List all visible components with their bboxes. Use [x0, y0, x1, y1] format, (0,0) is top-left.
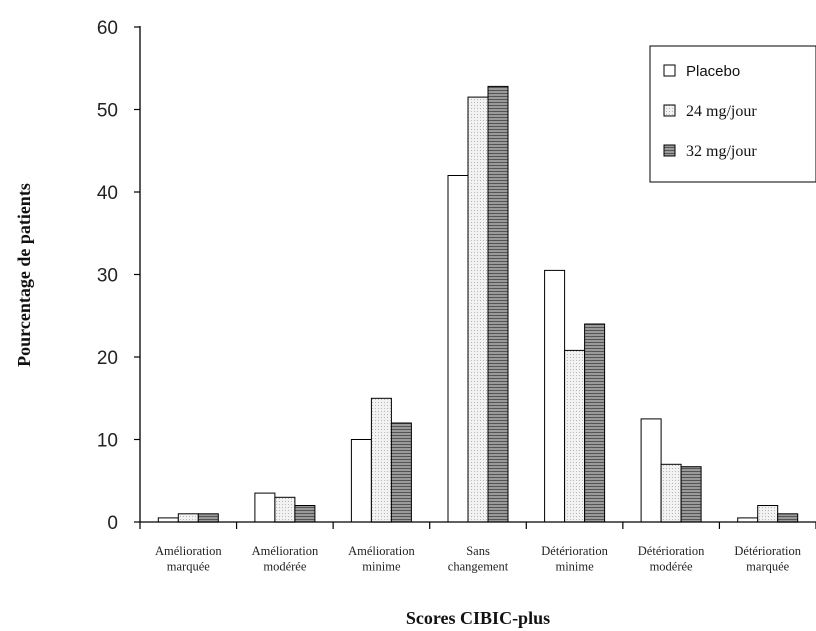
bar-3-6	[680, 466, 702, 523]
legend-swatch-3	[663, 144, 676, 157]
category-label: Amélioration modérée	[252, 544, 319, 574]
bar-3-5	[584, 323, 606, 523]
bar-2-5	[564, 349, 586, 523]
category-label: Sans changement	[448, 544, 509, 574]
bar-3-2	[294, 505, 316, 523]
bar-2-3	[370, 397, 392, 523]
y-tick-label: 0	[107, 513, 118, 534]
bar-3-4	[487, 85, 509, 523]
x-labels-group: Amélioration marquée Amélioration modérée Am…	[155, 544, 802, 574]
y-ticks-group: 0 10 20 30 40 50 60	[97, 18, 140, 534]
bar-2-4	[467, 96, 489, 523]
bars-group	[157, 85, 799, 523]
x-axis-title: Scores CIBIC-plus	[406, 608, 550, 628]
legend: Placebo 24 mg/jour 32 mg/jour	[649, 45, 816, 183]
bar-1-3	[350, 439, 372, 523]
legend-label-1: Placebo	[686, 63, 740, 80]
y-axis-title: Pourcentage de patients	[14, 183, 34, 367]
category-label: Détérioration modérée	[638, 544, 705, 574]
y-tick-label: 20	[97, 348, 118, 369]
y-tick-label: 60	[97, 18, 118, 39]
bar-1-6	[640, 418, 662, 523]
x-ticks-group	[139, 522, 816, 529]
y-tick-label: 50	[97, 101, 118, 122]
category-label: Amélioration minime	[348, 544, 415, 574]
category-label: Détérioration marquée	[734, 544, 801, 574]
category-label: Détérioration minime	[541, 544, 608, 574]
bar-1-4	[447, 175, 469, 523]
bar-2-2	[274, 496, 296, 523]
legend-label-3: 32 mg/jour	[686, 143, 757, 160]
bar-1-5	[544, 269, 566, 523]
bar-3-1	[197, 513, 219, 523]
category-label: Amélioration marquée	[155, 544, 222, 574]
bar-3-7	[777, 513, 799, 523]
bar-2-6	[660, 463, 682, 523]
legend-swatch-2	[663, 104, 676, 117]
bar-3-3	[390, 422, 412, 523]
legend-box	[649, 45, 816, 183]
y-tick-label: 40	[97, 183, 118, 204]
y-tick-label: 10	[97, 431, 118, 452]
legend-swatch-1	[663, 64, 676, 77]
bar-1-2	[254, 492, 276, 523]
bar-2-7	[757, 505, 779, 523]
y-tick-label: 30	[97, 266, 118, 287]
bar-2-1	[177, 513, 199, 523]
legend-label-2: 24 mg/jour	[686, 103, 757, 120]
